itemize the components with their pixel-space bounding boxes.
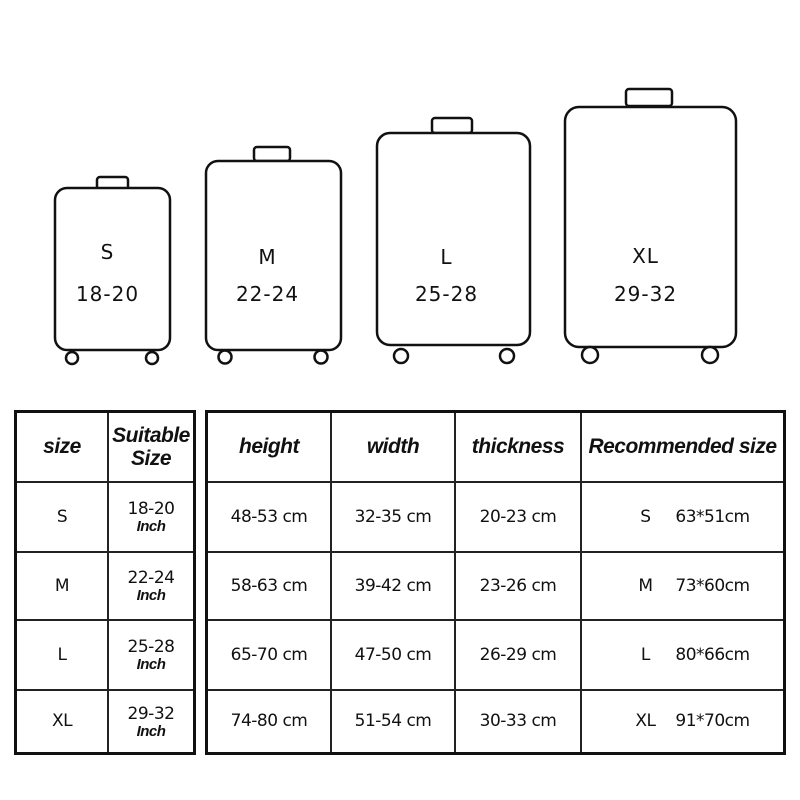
- table-row: S 18-20 Inch: [14, 480, 196, 553]
- suitcase-icon: [563, 87, 738, 365]
- size-cell: M: [14, 550, 109, 621]
- suitcase-icon: [204, 145, 343, 365]
- suitcase-range-label: 22-24: [235, 282, 300, 306]
- rec-dims: 91*70cm: [675, 711, 750, 732]
- header-size: size: [14, 410, 109, 483]
- suitcase-size-label: XL: [632, 244, 659, 268]
- suitcase-l: L 25-28: [372, 111, 535, 371]
- thickness-cell: 30-33 cm: [454, 688, 582, 755]
- suitcase-size-label: S: [100, 240, 115, 264]
- height-cell: 58-63 cm: [205, 550, 332, 621]
- recommended-cell: L 80*66cm: [580, 618, 786, 691]
- rec-size: XL: [635, 711, 656, 732]
- suitable-range: 25-28: [127, 637, 175, 657]
- rec-dims: 80*66cm: [675, 644, 750, 665]
- unit-label: Inch: [136, 656, 166, 673]
- table-row: 58-63 cm 39-42 cm 23-26 cm M 73*60cm: [205, 550, 786, 621]
- height-cell: 74-80 cm: [205, 688, 332, 755]
- suitcase-s: S 18-20: [50, 170, 175, 370]
- suitable-range: 29-32: [127, 703, 175, 724]
- header-suitable-size: Suitable Size: [107, 410, 196, 483]
- recommended-cell: M 73*60cm: [580, 550, 786, 621]
- rec-size: S: [640, 506, 651, 527]
- width-cell: 51-54 cm: [330, 688, 456, 755]
- table-row: 48-53 cm 32-35 cm 20-23 cm S 63*51cm: [205, 480, 786, 553]
- suitcase-m: M 22-24: [201, 140, 346, 370]
- header-height: height: [205, 410, 332, 483]
- recommended-cell: XL 91*70cm: [580, 688, 786, 755]
- table-row: 74-80 cm 51-54 cm 30-33 cm XL 91*70cm: [205, 688, 786, 755]
- table-row: L 25-28 Inch: [14, 618, 196, 691]
- rec-dims: 63*51cm: [675, 506, 750, 527]
- width-cell: 47-50 cm: [330, 618, 456, 691]
- width-cell: 39-42 cm: [330, 550, 456, 621]
- suitcase-icon: [53, 175, 172, 366]
- suitable-cell: 18-20 Inch: [107, 480, 196, 553]
- rec-size: L: [640, 644, 650, 665]
- unit-label: Inch: [136, 722, 166, 740]
- thickness-cell: 23-26 cm: [454, 550, 582, 621]
- header-thickness: thickness: [454, 410, 582, 483]
- suitcase-range-label: 18-20: [75, 282, 140, 306]
- header-recommended-size: Recommended size: [580, 410, 786, 483]
- size-cell: S: [14, 480, 109, 553]
- suitable-cell: 29-32 Inch: [107, 688, 196, 755]
- rec-size: M: [638, 575, 653, 596]
- suitable-range: 18-20: [127, 499, 175, 519]
- dimension-table: height width thickness Recommended size …: [205, 410, 786, 755]
- suitable-cell: 25-28 Inch: [107, 618, 196, 691]
- size-cell: L: [14, 618, 109, 691]
- recommended-cell: S 63*51cm: [580, 480, 786, 553]
- suitable-range: 22-24: [127, 568, 175, 588]
- unit-label: Inch: [136, 587, 166, 604]
- suitcase-xl: XL 29-32: [560, 82, 741, 372]
- height-cell: 48-53 cm: [205, 480, 332, 553]
- header-width: width: [330, 410, 456, 483]
- suitcase-size-label: L: [440, 245, 453, 269]
- suitcase-range-label: 29-32: [613, 282, 678, 306]
- rec-dims: 73*60cm: [675, 575, 750, 596]
- table-row: 65-70 cm 47-50 cm 26-29 cm L 80*66cm: [205, 618, 786, 691]
- table-row: M 22-24 Inch: [14, 550, 196, 621]
- width-cell: 32-35 cm: [330, 480, 456, 553]
- height-cell: 65-70 cm: [205, 618, 332, 691]
- table-row: XL 29-32 Inch: [14, 688, 196, 755]
- thickness-cell: 20-23 cm: [454, 480, 582, 553]
- suitcase-size-label: M: [258, 245, 277, 269]
- suitcase-range-label: 25-28: [414, 282, 479, 306]
- suitable-cell: 22-24 Inch: [107, 550, 196, 621]
- size-table: size Suitable Size S 18-20 Inch M 22-24 In…: [14, 410, 196, 755]
- suitcase-icon: [375, 116, 532, 365]
- unit-label: Inch: [136, 518, 166, 535]
- size-cell: XL: [14, 688, 109, 755]
- thickness-cell: 26-29 cm: [454, 618, 582, 691]
